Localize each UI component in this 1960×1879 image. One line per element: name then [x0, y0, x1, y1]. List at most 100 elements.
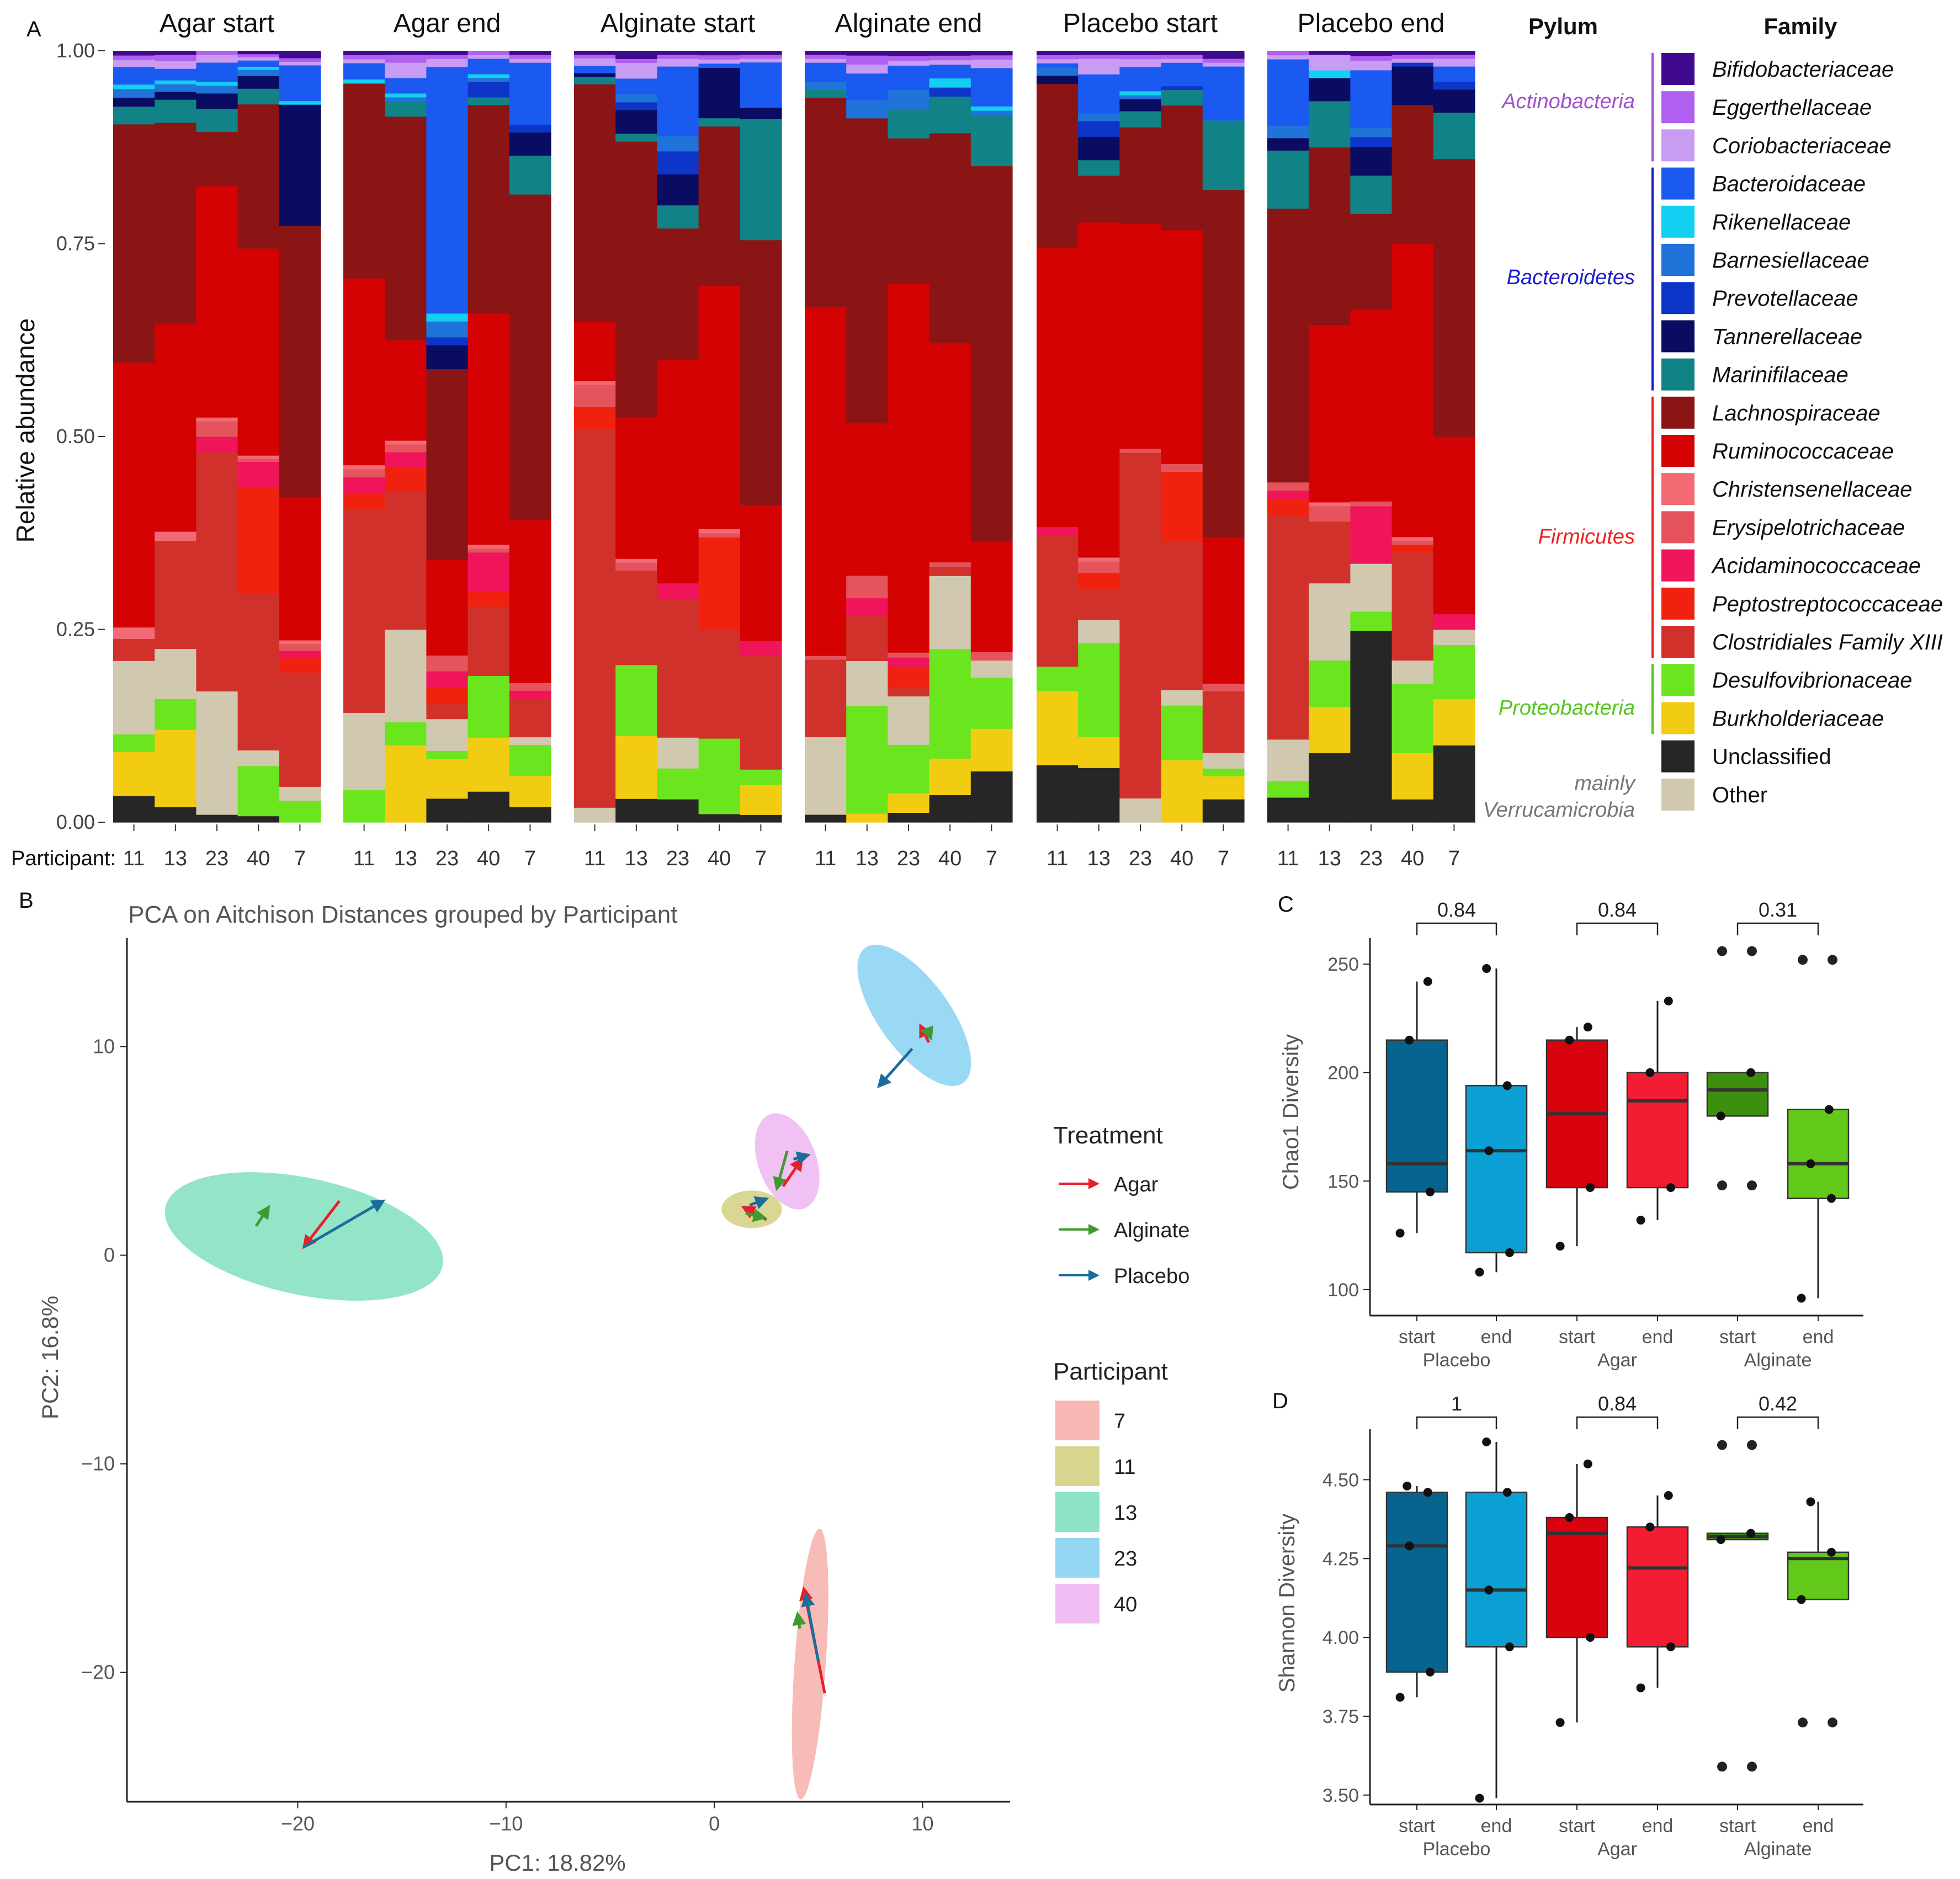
- participant-tick: 23: [1129, 847, 1152, 870]
- bar-segment: [888, 812, 930, 823]
- bar-segment: [1350, 501, 1393, 507]
- p-value: 0.42: [1759, 1392, 1797, 1415]
- bar-segment: [1037, 75, 1079, 84]
- p-value: 0.84: [1598, 898, 1637, 921]
- legend-family-label: Burkholderiaceae: [1712, 706, 1884, 731]
- bar-segment: [1433, 437, 1475, 615]
- bar-segment: [970, 67, 1013, 107]
- bar-segment: [574, 54, 616, 58]
- bar-segment: [1119, 111, 1162, 127]
- legend-participant-swatch: [1055, 1584, 1099, 1624]
- treatment-arrow: [302, 1200, 341, 1249]
- bar-segment: [1433, 745, 1475, 823]
- box-outlier: [1747, 1180, 1757, 1191]
- bar-segment: [1119, 91, 1162, 95]
- panel-b-xlabel: PC1: 18.82%: [489, 1850, 626, 1876]
- participant-label: Participant:: [11, 847, 116, 870]
- box-data-point: [1645, 1068, 1655, 1077]
- participant-tick: 7: [986, 847, 997, 870]
- phylum-label: Actinobacteria: [1501, 90, 1635, 113]
- bar-segment: [468, 552, 510, 592]
- bar-segment: [1037, 526, 1079, 536]
- bar-segment: [929, 648, 971, 759]
- bar-segment: [1119, 67, 1162, 92]
- legend-family-label: Tannerellaceae: [1712, 324, 1862, 349]
- bar-segment: [888, 89, 930, 110]
- bar-segment: [1309, 51, 1351, 55]
- box-data-point: [1824, 1105, 1834, 1114]
- box-iqr: [1465, 1492, 1528, 1648]
- box-ytick: 150: [1327, 1171, 1359, 1192]
- significance-bracket: [1736, 1416, 1819, 1429]
- bar-segment: [805, 51, 847, 55]
- box-category: start: [1719, 1816, 1756, 1837]
- bar-segment: [574, 51, 616, 55]
- participant-tick: 40: [1401, 847, 1424, 870]
- bar-segment: [929, 55, 971, 61]
- panel-d-ylabel: Shannon Diversity: [1275, 1514, 1299, 1693]
- legend-family-label: Barnesiellaceae: [1712, 248, 1869, 273]
- bar-segment: [740, 784, 782, 815]
- legend-participant-swatch: [1055, 1538, 1099, 1578]
- box-data-point: [1405, 1541, 1414, 1551]
- box-data-point: [1746, 1068, 1755, 1077]
- bar-segment: [1078, 643, 1120, 737]
- bar-segment: [888, 109, 930, 139]
- bar-segment: [426, 655, 469, 672]
- bar-segment: [657, 174, 699, 206]
- bar-segment: [1202, 536, 1245, 684]
- bar-segment: [196, 51, 238, 55]
- participant-tick: 11: [353, 847, 375, 870]
- bar-segment: [385, 629, 427, 722]
- bar-segment: [426, 758, 469, 799]
- bar-segment: [237, 51, 280, 55]
- legend-header-phylum: Pylum: [1528, 13, 1598, 39]
- bar-segment: [740, 54, 782, 59]
- bar-segment: [1267, 55, 1309, 60]
- bar-segment: [615, 664, 657, 736]
- bar-segment: [1433, 645, 1475, 699]
- bar-segment: [509, 806, 551, 823]
- bar-segment: [1350, 611, 1393, 631]
- bar-segment: [1119, 95, 1162, 99]
- bar-segment: [196, 421, 238, 437]
- bar-segment: [1202, 776, 1245, 800]
- bar-segment: [155, 540, 196, 649]
- bar-segment: [113, 55, 155, 60]
- bar-segment: [509, 698, 551, 738]
- legend-treatment-label: Agar: [1114, 1173, 1159, 1196]
- bar-segment: [1078, 136, 1120, 161]
- participant-tick: 40: [708, 847, 731, 870]
- bar-segment: [1267, 150, 1309, 209]
- bar-segment: [279, 658, 321, 673]
- bar-segment: [970, 59, 1013, 68]
- panel-a-legend: Bifidobacteriaceae Eggerthellaceae Corioba…: [1483, 53, 1943, 822]
- bar-segment: [657, 598, 699, 738]
- bar-segment: [1202, 683, 1245, 691]
- legend-family-label: Eggerthellaceae: [1712, 95, 1872, 120]
- box-category: start: [1399, 1327, 1436, 1348]
- bar-segment: [615, 62, 657, 79]
- bar-segment: [805, 82, 847, 90]
- bar-segment: [279, 672, 321, 787]
- legend-family-label: Acidaminococcaceae: [1711, 554, 1921, 578]
- box-data-point: [1716, 1111, 1725, 1121]
- bar-segment: [155, 92, 196, 100]
- bar-segment: [740, 815, 782, 823]
- bar-segment: [970, 51, 1013, 56]
- bar-segment: [1309, 77, 1351, 102]
- bar-segment: [237, 461, 280, 487]
- bar-segment: [155, 99, 196, 123]
- bar-segment: [343, 790, 385, 823]
- bar-segment: [698, 738, 741, 815]
- bar-segment: [468, 58, 510, 74]
- bar-segment: [343, 51, 385, 55]
- legend-family-label: Coriobacteriaceae: [1712, 134, 1892, 158]
- panel-a-stacked-bars: 0.00 0.25 0.50 0.75 1.00 Agar start 11 13 23 40 7 A…: [56, 9, 1475, 870]
- legend-family-label: Prevotellaceae: [1712, 286, 1858, 311]
- bar-segment: [468, 606, 510, 676]
- participant-tick: 23: [666, 847, 689, 870]
- treatment-arrow: [745, 1208, 767, 1222]
- box-data-point: [1636, 1216, 1645, 1225]
- bar-segment: [426, 55, 469, 59]
